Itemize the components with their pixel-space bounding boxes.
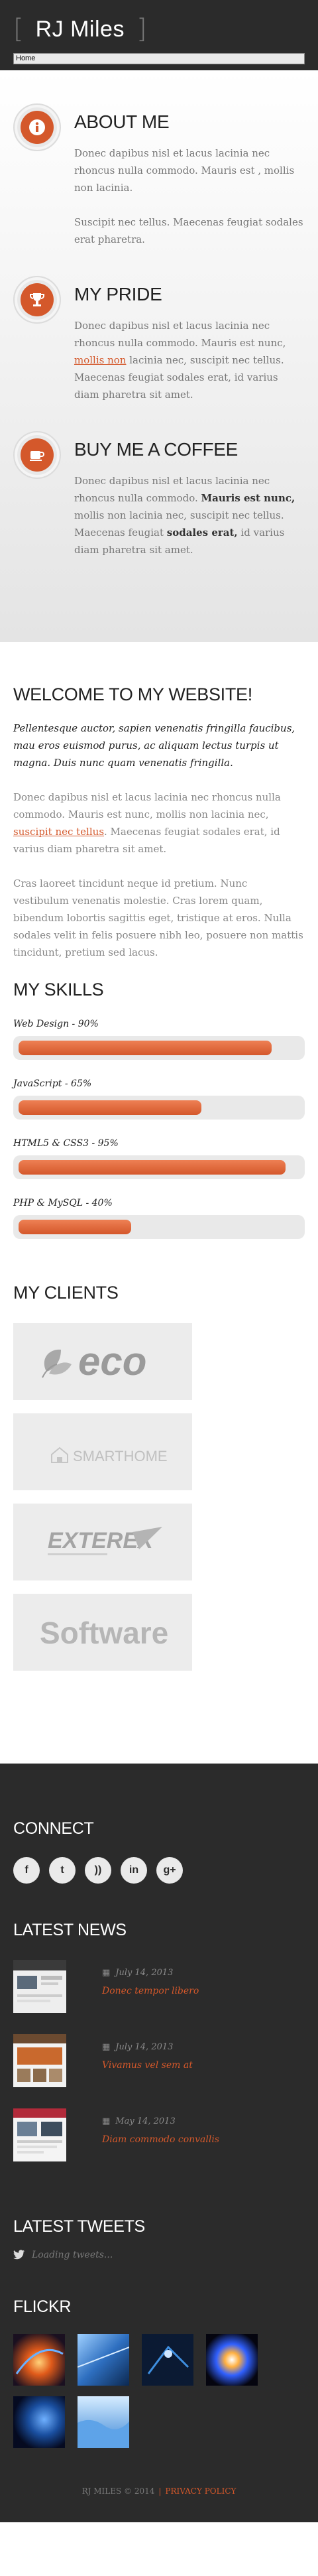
skill-bar-fill [19,1160,286,1175]
welcome-title: WELCOME TO MY WEBSITE! [13,684,252,704]
feature-link[interactable]: mollis non [74,354,127,366]
tweets-title: LATEST TWEETS [13,2217,145,2236]
calendar-icon: ▦ [102,1968,111,1978]
calendar-icon: ▦ [102,2116,111,2126]
feature-text: Donec dapibus nisl et lacus lacinia nec … [74,475,295,556]
site-footer: CONNECT f t )) in g+ LATEST NEWS ▦ July 1… [0,1764,318,2522]
feature-title: ABOUT ME [74,111,170,132]
skill-item: HTML5 & CSS3 - 95% [13,1138,305,1179]
feature-text: Donec dapibus nisl et lacus lacinia nec … [74,320,286,401]
twitter-icon[interactable]: t [49,1857,76,1884]
connect-title: CONNECT [13,1819,94,1838]
coffee-icon [13,431,61,479]
feature-pride: MY PRIDE Donec dapibus nisl et lacus lac… [13,276,305,403]
features-section: ABOUT ME Donec dapibus nisl et lacus lac… [0,70,318,642]
nav-select[interactable]: Home [13,53,305,64]
news-thumbnail[interactable] [13,1960,66,2013]
client-logo-smarthome[interactable]: SMARTHOME [13,1413,192,1490]
news-thumbnail[interactable] [13,2034,66,2087]
logo[interactable]: [ RJ Miles ] [13,13,305,45]
googleplus-icon[interactable]: g+ [156,1857,183,1884]
skill-label: HTML5 & CSS3 - 95% [13,1138,119,1149]
copyright-text: RJ MILES © 2014 [81,2486,155,2496]
welcome-link[interactable]: suscipit nec tellus [13,826,105,838]
skills-section: MY SKILLS Web Design - 90% JavaScript - … [0,961,318,1239]
calendar-icon: ▦ [102,2042,111,2052]
flickr-photo[interactable] [13,2396,65,2448]
client-logo-software[interactable]: Software [13,1594,192,1671]
skill-bar [13,1215,305,1239]
welcome-paragraph: Cras laoreet tincidunt neque id pretium.… [13,877,303,958]
flickr-photo[interactable] [142,2334,193,2386]
skill-item: JavaScript - 65% [13,1078,305,1120]
info-icon [13,103,61,151]
logo-bracket-left: [ [13,14,24,44]
linkedin-icon[interactable]: in [121,1857,147,1884]
separator: | [158,2486,162,2496]
skill-label: JavaScript - 65% [13,1078,92,1089]
skill-label: PHP & MySQL - 40% [13,1198,113,1208]
skill-item: PHP & MySQL - 40% [13,1198,305,1239]
social-links: f t )) in g+ [13,1857,305,1884]
flickr-photo[interactable] [206,2334,258,2386]
site-header: [ RJ Miles ] Home [0,0,318,70]
clients-title: MY CLIENTS [13,1283,119,1303]
twitter-bird-icon [13,2250,25,2260]
news-date: ▦ July 14, 2013 [102,2042,174,2052]
logo-bracket-right: ] [136,14,147,44]
welcome-section: WELCOME TO MY WEBSITE! Pellentesque auct… [0,642,318,961]
svg-text:SMARTHOME: SMARTHOME [73,1448,168,1464]
news-date: ▦ July 14, 2013 [102,1968,174,1978]
skill-bar-fill [19,1100,201,1115]
flickr-photo[interactable] [78,2396,129,2448]
news-link[interactable]: Diam commodo convallis [102,2134,220,2145]
feature-coffee: BUY ME A COFFEE Donec dapibus nisl et la… [13,431,305,558]
feature-text: Donec dapibus nisl et lacus lacinia nec … [74,147,295,194]
skills-title: MY SKILLS [13,980,104,999]
client-logo-exterex[interactable]: EXTEREX [13,1504,192,1580]
welcome-paragraph: Donec dapibus nisl et lacus lacinia nec … [13,791,281,855]
skill-label: Web Design - 90% [13,1019,99,1029]
flickr-title: FLICKR [13,2297,72,2316]
flickr-photo[interactable] [78,2334,129,2386]
news-link[interactable]: Donec tempor libero [102,1986,199,1996]
skill-bar [13,1036,305,1060]
skill-bar [13,1096,305,1120]
skill-bar-fill [19,1220,131,1234]
copyright-bar: RJ MILES © 2014 | PRIVACY POLICY [0,2448,318,2522]
news-item: ▦ July 14, 2013 Donec tempor libero [13,1960,305,2013]
clients-section: MY CLIENTS eco SMARTHOME EXTEREX [0,1239,318,1764]
feature-about: ABOUT ME Donec dapibus nisl et lacus lac… [13,103,305,248]
news-link[interactable]: Vivamus vel sem at [102,2060,193,2071]
privacy-policy-link[interactable]: PRIVACY POLICY [165,2486,237,2496]
client-logo-eco[interactable]: eco [13,1323,192,1400]
flickr-photo[interactable] [13,2334,65,2386]
tweets-loading: Loading tweets... [13,2250,305,2260]
welcome-lead: Pellentesque auctor, sapien venenatis fr… [13,722,295,769]
flickr-grid [13,2334,305,2448]
feature-text: Suscipit nec tellus. Maecenas feugiat so… [74,216,303,245]
svg-text:Software: Software [40,1616,168,1650]
logo-text: RJ Miles [35,16,125,42]
news-item: ▦ May 14, 2013 Diam commodo convallis [13,2108,305,2161]
feature-title: BUY ME A COFFEE [74,439,238,460]
facebook-icon[interactable]: f [13,1857,40,1884]
rss-icon[interactable]: )) [85,1857,111,1884]
news-item: ▦ July 14, 2013 Vivamus vel sem at [13,2034,305,2087]
news-title: LATEST NEWS [13,1921,127,1939]
trophy-icon [13,276,61,324]
svg-text:eco: eco [78,1339,146,1384]
skill-item: Web Design - 90% [13,1019,305,1060]
skill-bar [13,1155,305,1179]
skill-bar-fill [19,1041,272,1055]
news-thumbnail[interactable] [13,2108,66,2161]
news-date: ▦ May 14, 2013 [102,2116,176,2126]
feature-title: MY PRIDE [74,284,162,304]
